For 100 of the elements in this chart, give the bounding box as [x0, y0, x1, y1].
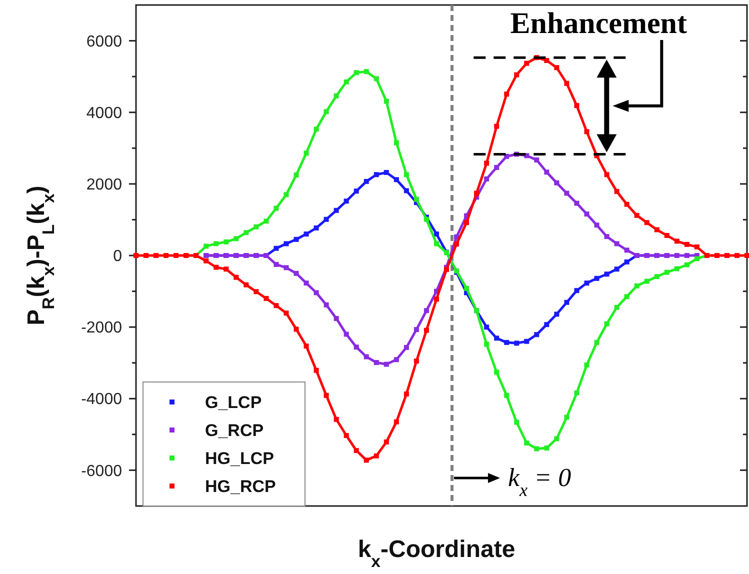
point	[604, 234, 610, 240]
annotation: k$_{x}$ = 0	[508, 463, 572, 500]
point	[334, 316, 339, 321]
point	[364, 354, 369, 360]
point	[434, 232, 439, 237]
annotation: Enhancement	[510, 7, 687, 40]
point	[514, 420, 520, 425]
point	[594, 276, 600, 281]
point	[524, 440, 530, 446]
point	[394, 140, 399, 146]
point	[554, 180, 560, 186]
point	[544, 446, 550, 451]
point	[604, 272, 610, 277]
legend-label: G_RCP	[205, 420, 264, 440]
point	[624, 248, 630, 253]
point	[304, 232, 309, 237]
point	[614, 304, 620, 310]
point	[404, 172, 409, 178]
point	[314, 290, 319, 296]
point	[614, 266, 620, 272]
point	[274, 206, 279, 211]
point	[694, 256, 700, 262]
point	[434, 241, 439, 246]
point	[354, 188, 359, 194]
point	[264, 218, 269, 224]
point	[324, 216, 329, 222]
point	[534, 332, 540, 338]
point	[274, 262, 279, 267]
point	[464, 286, 470, 291]
point	[544, 322, 550, 328]
point	[424, 308, 429, 314]
point	[584, 211, 590, 216]
point	[574, 200, 580, 206]
point	[304, 280, 309, 286]
point	[244, 230, 249, 236]
point	[204, 244, 209, 249]
y-tick-label: -2000	[81, 320, 122, 337]
point	[334, 93, 339, 98]
point	[614, 241, 620, 246]
point	[234, 236, 239, 242]
point	[254, 224, 259, 230]
point	[584, 362, 590, 368]
y-tick-label: -4000	[81, 391, 122, 408]
point	[594, 222, 600, 228]
point	[344, 79, 349, 84]
point	[214, 241, 219, 246]
point	[604, 321, 610, 326]
point	[554, 436, 560, 442]
point	[324, 302, 329, 308]
point	[644, 278, 650, 284]
point	[294, 172, 299, 178]
point	[354, 70, 359, 76]
point	[304, 150, 309, 156]
point	[354, 344, 359, 350]
point	[574, 390, 580, 396]
point	[484, 324, 490, 330]
point	[494, 164, 500, 170]
point	[534, 446, 540, 452]
point	[594, 340, 600, 345]
legend-label: G_LCP	[205, 392, 262, 412]
point	[514, 340, 520, 346]
point	[634, 283, 640, 288]
point	[484, 342, 490, 347]
point	[384, 170, 389, 175]
point	[554, 312, 560, 317]
point	[294, 270, 299, 276]
point	[574, 288, 580, 294]
point	[564, 300, 570, 305]
point	[284, 241, 289, 246]
point	[544, 170, 550, 175]
point	[364, 178, 369, 184]
point	[374, 76, 379, 82]
point	[224, 239, 229, 244]
point	[534, 157, 540, 162]
point	[294, 236, 299, 242]
point	[654, 274, 660, 280]
point	[314, 126, 319, 132]
point	[364, 69, 369, 74]
point	[414, 327, 419, 332]
point	[564, 190, 570, 196]
point	[374, 172, 379, 178]
point	[504, 340, 510, 345]
point	[334, 208, 339, 213]
point	[404, 188, 409, 194]
point	[324, 109, 329, 114]
point	[504, 392, 510, 398]
point	[284, 265, 289, 270]
point	[504, 154, 510, 159]
point	[384, 98, 389, 104]
point	[374, 360, 379, 365]
point	[674, 253, 680, 258]
y-tick-label: 0	[113, 248, 122, 266]
point	[404, 344, 409, 350]
legend-label: HG_LCP	[205, 448, 274, 468]
point	[674, 266, 680, 272]
y-tick-label: -6000	[81, 462, 122, 480]
point	[524, 338, 530, 344]
point	[394, 357, 399, 362]
point	[284, 192, 289, 198]
point	[414, 196, 419, 202]
